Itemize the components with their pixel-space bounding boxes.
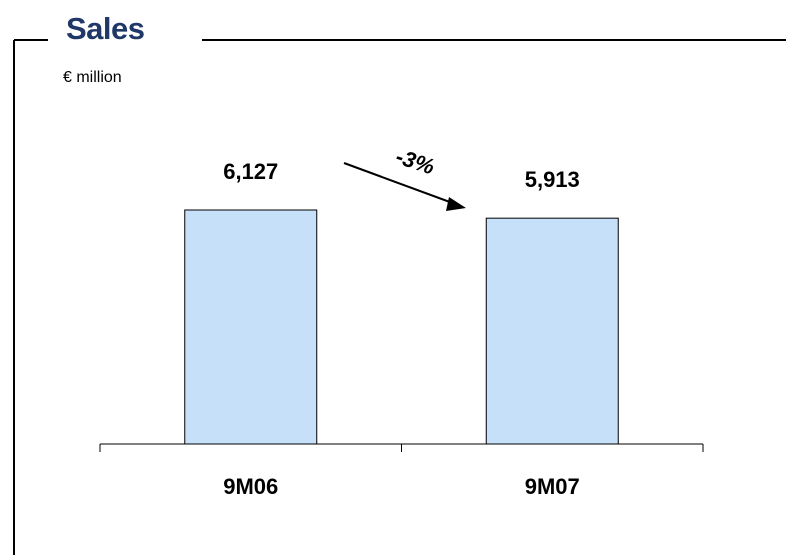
bar-value-label: 6,127 (223, 159, 278, 184)
arrow-head-icon (446, 197, 466, 211)
bars-layer (185, 210, 619, 444)
change-annotation: -3% (344, 144, 466, 211)
category-label: 9M07 (525, 474, 580, 499)
change-label: -3% (393, 144, 438, 180)
bar-9m06 (185, 210, 317, 444)
x-axis (100, 444, 703, 452)
category-label: 9M06 (223, 474, 278, 499)
bar-value-label: 5,913 (525, 167, 580, 192)
bar-9m07 (486, 218, 618, 444)
